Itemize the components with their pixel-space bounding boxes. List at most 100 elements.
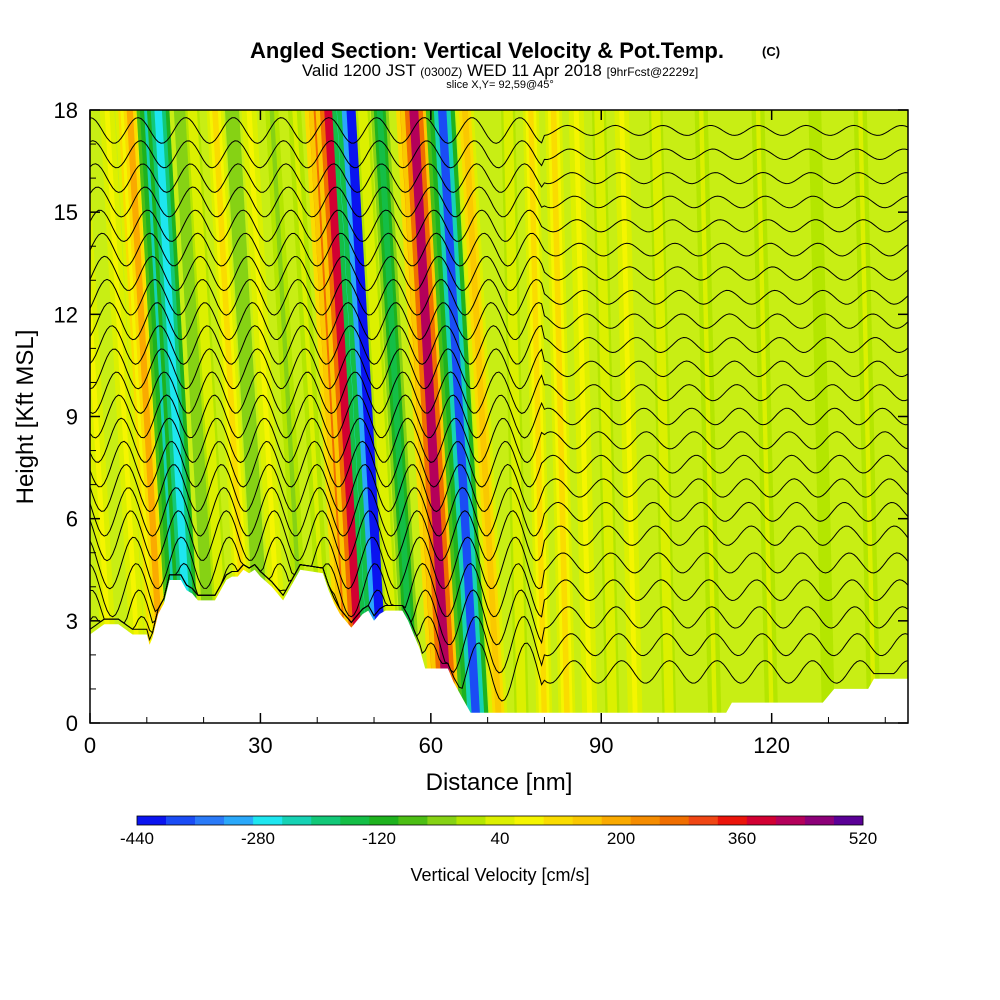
velocity-field — [90, 110, 881, 723]
colorbar-tick-label: -280 — [241, 829, 275, 848]
x-tick-label: 0 — [84, 733, 96, 758]
colorbar-swatch — [369, 816, 399, 825]
colorbar-swatch — [137, 816, 167, 825]
velocity-streak — [699, 110, 718, 723]
colorbar-swatch — [311, 816, 341, 825]
x-axis-label: Distance [nm] — [426, 769, 573, 796]
colorbar-swatch — [833, 816, 864, 825]
contour-line — [90, 417, 908, 464]
colorbar-swatch — [688, 816, 719, 825]
velocity-streak — [755, 110, 774, 723]
colorbar-tick-label: 520 — [849, 829, 877, 848]
x-tick-label: 90 — [589, 733, 613, 758]
velocity-streak — [126, 110, 167, 723]
contour-line — [90, 371, 908, 414]
velocity-streak — [528, 110, 548, 723]
contour-line — [90, 348, 908, 390]
y-axis-label: Height [Kft MSL] — [12, 330, 39, 505]
colorbar-swatch — [572, 816, 602, 825]
chart-title-units: (C) — [762, 44, 780, 59]
y-tick-label: 6 — [66, 507, 78, 532]
velocity-streak — [360, 110, 400, 723]
velocity-streak — [812, 110, 831, 723]
contour-line — [90, 278, 908, 316]
x-axis: 0 30 60 90 120 — [84, 110, 886, 758]
velocity-streak — [292, 110, 331, 723]
colorbar-swatch — [427, 816, 457, 825]
x-tick-label: 30 — [248, 733, 272, 758]
contour-line — [90, 140, 908, 169]
chart-subtitle: Valid 1200 JST (0300Z) WED 11 Apr 2018 [… — [302, 61, 698, 80]
colorbar-swatch — [485, 816, 515, 825]
colorbar: -440 -280 -120 40 200 360 520 — [120, 815, 877, 848]
contour-line — [90, 302, 908, 341]
velocity-streak — [505, 110, 525, 723]
velocity-streak — [346, 110, 391, 723]
colorbar-swatch — [746, 816, 777, 825]
subtitle-utc: (0300Z) — [420, 65, 462, 79]
colorbar-swatch — [340, 816, 370, 825]
velocity-streak — [246, 110, 286, 723]
subtitle-date: WED 11 Apr 2018 — [467, 61, 602, 80]
y-tick-label: 3 — [66, 609, 78, 634]
colorbar-swatch — [775, 816, 806, 825]
colorbar-swatch — [514, 816, 544, 825]
contour-line — [90, 209, 908, 243]
contour-line — [90, 536, 908, 590]
velocity-streak — [189, 110, 229, 723]
velocity-streak — [573, 110, 593, 723]
colorbar-swatch — [166, 816, 196, 825]
contour-line — [90, 563, 908, 646]
contour-line — [90, 232, 908, 267]
colorbar-tick-label: -440 — [120, 829, 154, 848]
velocity-streak — [409, 110, 453, 723]
colorbar-swatch — [224, 816, 254, 825]
colorbar-tick-label: -120 — [362, 829, 396, 848]
velocity-streak — [104, 110, 144, 723]
colorbar-tick-label: 200 — [607, 829, 635, 848]
colorbar-label: Vertical Velocity [cm/s] — [410, 865, 589, 885]
contour-line — [90, 325, 908, 365]
velocity-streak — [858, 110, 877, 723]
y-tick-label: 9 — [66, 405, 78, 430]
x-tick-label: 60 — [419, 733, 443, 758]
colorbar-swatch — [398, 816, 428, 825]
colorbar-swatch — [282, 816, 312, 825]
y-tick-label: 18 — [54, 98, 78, 123]
velocity-streak — [619, 110, 638, 723]
colorbar-swatch — [253, 816, 283, 825]
colorbar-swatch — [630, 816, 661, 825]
y-tick-label: 12 — [54, 302, 78, 327]
velocity-streak — [212, 110, 252, 723]
contour-line — [90, 255, 908, 292]
slice-text: slice X,Y= 92,59@45° — [446, 79, 554, 91]
velocity-streak — [596, 110, 615, 723]
contour-line — [90, 440, 908, 488]
velocity-streak — [376, 110, 417, 723]
contour-line — [90, 186, 908, 218]
potential-temperature-contours — [90, 117, 908, 702]
plot-area — [90, 110, 908, 723]
contour-line — [90, 486, 908, 537]
velocity-streak — [461, 110, 502, 723]
velocity-streak — [90, 224, 118, 723]
velocity-streak — [178, 110, 218, 723]
velocity-streak — [269, 110, 309, 723]
contour-line — [90, 562, 908, 618]
y-tick-label: 15 — [54, 200, 78, 225]
velocity-streak — [154, 110, 196, 723]
velocity-streak — [653, 110, 672, 723]
contour-line — [90, 163, 908, 193]
chart-title: Angled Section: Vertical Velocity & Pot.… — [250, 38, 724, 63]
colorbar-swatch — [659, 816, 690, 825]
subtitle-forecast: [9hrFcst@2229z] — [607, 65, 699, 79]
y-axis: 0 3 6 9 12 15 18 — [54, 98, 908, 736]
terrain-mask — [90, 569, 908, 723]
colorbar-frame — [136, 815, 864, 826]
colorbar-swatch — [195, 816, 225, 825]
colorbar-swatch — [601, 816, 631, 825]
colorbar-swatch — [804, 816, 835, 825]
contour-line — [90, 463, 908, 513]
velocity-streak — [90, 269, 116, 723]
